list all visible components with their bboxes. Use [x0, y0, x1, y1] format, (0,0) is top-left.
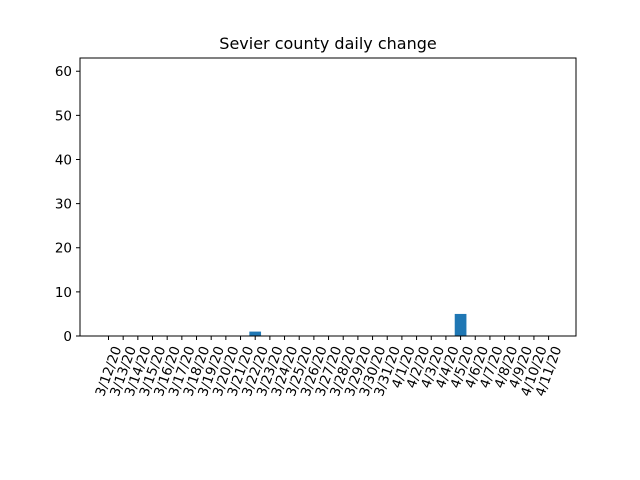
y-tick-label: 40 — [55, 152, 72, 168]
y-tick-label: 10 — [55, 285, 72, 301]
y-tick-label: 50 — [55, 108, 72, 124]
y-tick-label: 0 — [63, 329, 72, 345]
bar — [454, 313, 467, 336]
plot-frame — [79, 57, 577, 337]
bars-group — [249, 313, 467, 336]
y-tick-label: 60 — [55, 64, 72, 80]
chart-title: Sevier county daily change — [219, 34, 436, 53]
x-axis: 3/12/203/13/203/14/203/15/203/16/203/17/… — [92, 336, 565, 399]
bar — [249, 331, 262, 336]
y-tick-label: 30 — [55, 197, 72, 213]
y-tick-label: 20 — [55, 241, 72, 257]
y-axis: 0 10 20 30 40 50 60 — [55, 64, 80, 345]
